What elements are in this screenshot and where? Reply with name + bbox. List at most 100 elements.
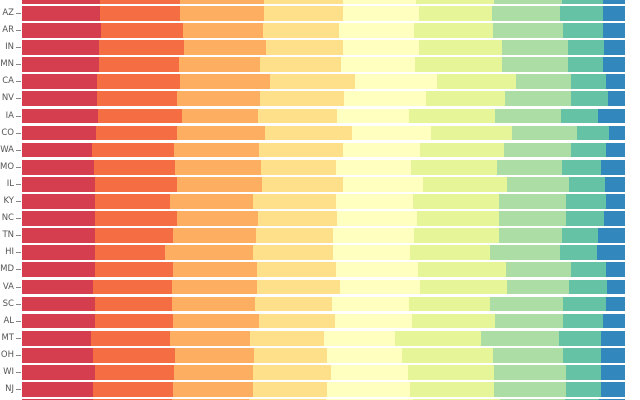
bar-segment-7[interactable] bbox=[495, 313, 564, 329]
bar-segment-8[interactable] bbox=[560, 245, 598, 261]
bar-segment-3[interactable] bbox=[173, 142, 260, 158]
bar-segment-7[interactable] bbox=[494, 382, 567, 397]
bar-segment-2[interactable] bbox=[97, 74, 181, 90]
bar-segment-9[interactable] bbox=[603, 23, 625, 38]
bar-segment-2[interactable] bbox=[100, 5, 180, 21]
bar-segment-5[interactable] bbox=[331, 296, 409, 312]
bar-segment-5[interactable] bbox=[326, 382, 410, 397]
bar-segment-4[interactable] bbox=[258, 108, 338, 124]
bar-segment-9[interactable] bbox=[601, 365, 625, 380]
bar-segment-8[interactable] bbox=[571, 262, 606, 278]
bar-segment-8[interactable] bbox=[566, 194, 606, 209]
bar-segment-9[interactable] bbox=[597, 245, 625, 261]
bar-segment-8[interactable] bbox=[569, 176, 605, 192]
bar-segment-8[interactable] bbox=[570, 74, 606, 90]
bar-segment-6[interactable] bbox=[422, 176, 508, 192]
bar-segment-9[interactable] bbox=[598, 228, 625, 243]
bar-segment-6[interactable] bbox=[419, 40, 503, 55]
bar-segment-1[interactable] bbox=[22, 365, 96, 380]
bar-segment-3[interactable] bbox=[165, 245, 254, 261]
bar-segment-6[interactable] bbox=[425, 91, 506, 107]
bar-segment-6[interactable] bbox=[408, 365, 494, 380]
bar-segment-2[interactable] bbox=[94, 159, 176, 175]
bar-segment-3[interactable] bbox=[171, 279, 258, 295]
bar-segment-1[interactable] bbox=[22, 57, 100, 72]
bar-segment-2[interactable] bbox=[95, 194, 170, 209]
bar-segment-2[interactable] bbox=[95, 211, 177, 226]
bar-segment-8[interactable] bbox=[571, 91, 609, 107]
bar-segment-5[interactable] bbox=[343, 176, 423, 192]
bar-segment-7[interactable] bbox=[515, 74, 571, 90]
bar-segment-5[interactable] bbox=[336, 262, 418, 278]
bar-segment-4[interactable] bbox=[259, 57, 341, 72]
bar-segment-9[interactable] bbox=[601, 159, 625, 175]
bar-segment-7[interactable] bbox=[492, 5, 561, 21]
bar-segment-5[interactable] bbox=[333, 245, 410, 261]
bar-segment-2[interactable] bbox=[95, 262, 174, 278]
bar-segment-9[interactable] bbox=[605, 74, 625, 90]
bar-segment-6[interactable] bbox=[415, 0, 495, 4]
bar-segment-7[interactable] bbox=[506, 262, 572, 278]
bar-segment-5[interactable] bbox=[336, 159, 411, 175]
bar-segment-1[interactable] bbox=[22, 125, 97, 141]
bar-segment-9[interactable] bbox=[603, 40, 625, 55]
bar-segment-1[interactable] bbox=[22, 194, 96, 209]
bar-segment-3[interactable] bbox=[180, 74, 271, 90]
bar-segment-8[interactable] bbox=[565, 365, 602, 380]
bar-segment-8[interactable] bbox=[563, 313, 604, 329]
bar-segment-6[interactable] bbox=[408, 296, 490, 312]
bar-segment-9[interactable] bbox=[601, 347, 625, 363]
bar-segment-3[interactable] bbox=[183, 40, 266, 55]
bar-segment-2[interactable] bbox=[93, 382, 174, 397]
bar-segment-1[interactable] bbox=[22, 176, 95, 192]
bar-segment-1[interactable] bbox=[22, 296, 96, 312]
bar-segment-1[interactable] bbox=[22, 347, 94, 363]
bar-segment-6[interactable] bbox=[409, 108, 496, 124]
bar-segment-5[interactable] bbox=[343, 40, 420, 55]
bar-segment-3[interactable] bbox=[177, 176, 262, 192]
bar-segment-1[interactable] bbox=[22, 313, 96, 329]
bar-segment-5[interactable] bbox=[339, 23, 415, 38]
bar-segment-2[interactable] bbox=[93, 279, 172, 295]
bar-segment-8[interactable] bbox=[568, 57, 603, 72]
bar-segment-7[interactable] bbox=[498, 211, 567, 226]
bar-segment-8[interactable] bbox=[562, 0, 603, 4]
bar-segment-6[interactable] bbox=[430, 125, 512, 141]
bar-segment-4[interactable] bbox=[260, 159, 337, 175]
bar-segment-4[interactable] bbox=[265, 40, 344, 55]
bar-segment-5[interactable] bbox=[340, 279, 420, 295]
bar-segment-8[interactable] bbox=[562, 296, 606, 312]
bar-segment-4[interactable] bbox=[253, 245, 334, 261]
bar-segment-6[interactable] bbox=[402, 347, 493, 363]
bar-segment-8[interactable] bbox=[561, 159, 602, 175]
bar-segment-9[interactable] bbox=[602, 0, 625, 4]
bar-segment-6[interactable] bbox=[418, 5, 493, 21]
bar-segment-8[interactable] bbox=[561, 228, 599, 243]
bar-segment-3[interactable] bbox=[179, 5, 265, 21]
bar-segment-2[interactable] bbox=[96, 125, 177, 141]
bar-segment-8[interactable] bbox=[568, 40, 604, 55]
bar-segment-7[interactable] bbox=[480, 330, 560, 346]
bar-segment-8[interactable] bbox=[559, 330, 602, 346]
bar-segment-9[interactable] bbox=[605, 262, 625, 278]
bar-segment-3[interactable] bbox=[171, 296, 255, 312]
bar-segment-8[interactable] bbox=[577, 125, 610, 141]
bar-segment-7[interactable] bbox=[496, 159, 562, 175]
bar-segment-9[interactable] bbox=[602, 57, 625, 72]
bar-segment-4[interactable] bbox=[264, 125, 352, 141]
bar-segment-9[interactable] bbox=[603, 5, 625, 21]
bar-segment-6[interactable] bbox=[419, 142, 504, 158]
bar-segment-8[interactable] bbox=[563, 23, 604, 38]
bar-segment-3[interactable] bbox=[173, 365, 254, 380]
bar-segment-7[interactable] bbox=[501, 57, 569, 72]
bar-segment-7[interactable] bbox=[495, 108, 561, 124]
bar-segment-3[interactable] bbox=[173, 228, 257, 243]
bar-segment-6[interactable] bbox=[409, 382, 495, 397]
bar-segment-6[interactable] bbox=[417, 262, 507, 278]
bar-segment-3[interactable] bbox=[182, 23, 264, 38]
bar-segment-4[interactable] bbox=[263, 23, 340, 38]
bar-segment-1[interactable] bbox=[22, 40, 100, 55]
bar-segment-9[interactable] bbox=[600, 382, 625, 397]
bar-segment-1[interactable] bbox=[22, 211, 96, 226]
bar-segment-4[interactable] bbox=[261, 176, 344, 192]
